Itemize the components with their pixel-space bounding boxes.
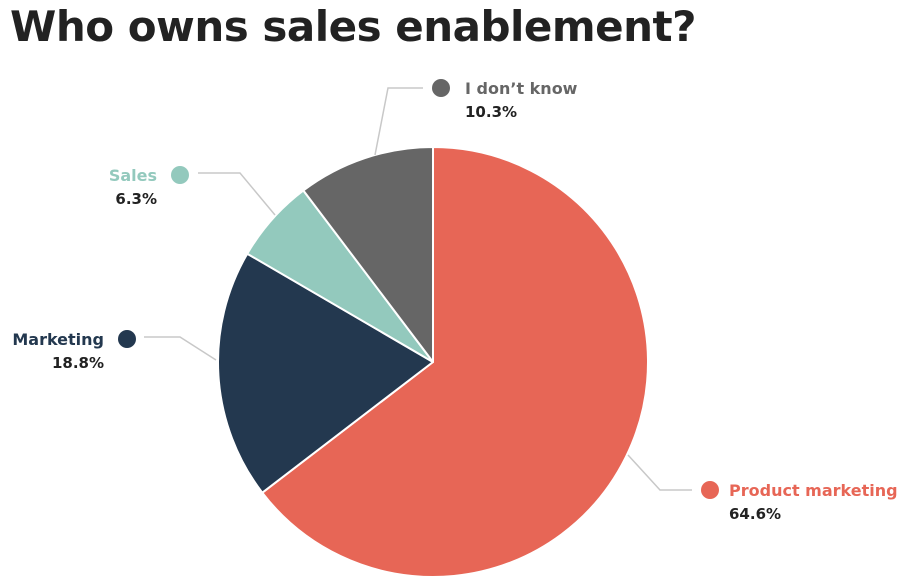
pie-slice-i-don-t-know [302, 146, 434, 363]
value-text-sales: 6.3% [115, 190, 157, 208]
chart-title: Who owns sales enablement? [10, 2, 697, 51]
leader-line-i-dont-know [374, 87, 423, 156]
label-text-product-marketing: Product marketing [729, 481, 898, 500]
label-text-i-dont-know: I don’t know [465, 79, 578, 98]
label-product-marketing: Product marketing 64.6% [701, 481, 898, 523]
label-i-dont-know: I don’t know 10.3% [432, 79, 578, 121]
leader-line-marketing [144, 336, 217, 361]
value-text-marketing: 18.8% [52, 354, 104, 372]
value-text-i-dont-know: 10.3% [465, 103, 517, 121]
marker-i-dont-know [432, 79, 450, 97]
label-marketing: Marketing 18.8% [12, 330, 136, 372]
label-text-sales: Sales [109, 166, 157, 185]
label-sales: Sales 6.3% [109, 166, 189, 208]
leader-line-sales [198, 172, 276, 216]
pie-slices [217, 146, 649, 578]
pie-slice-marketing [217, 252, 434, 494]
value-text-product-marketing: 64.6% [729, 505, 781, 523]
marker-product-marketing [701, 481, 719, 499]
leader-lines [144, 87, 692, 491]
marker-marketing [118, 330, 136, 348]
marker-sales [171, 166, 189, 184]
pie-slice-product-marketing [261, 146, 649, 578]
leader-line-product-marketing [627, 454, 692, 491]
label-text-marketing: Marketing [12, 330, 104, 349]
